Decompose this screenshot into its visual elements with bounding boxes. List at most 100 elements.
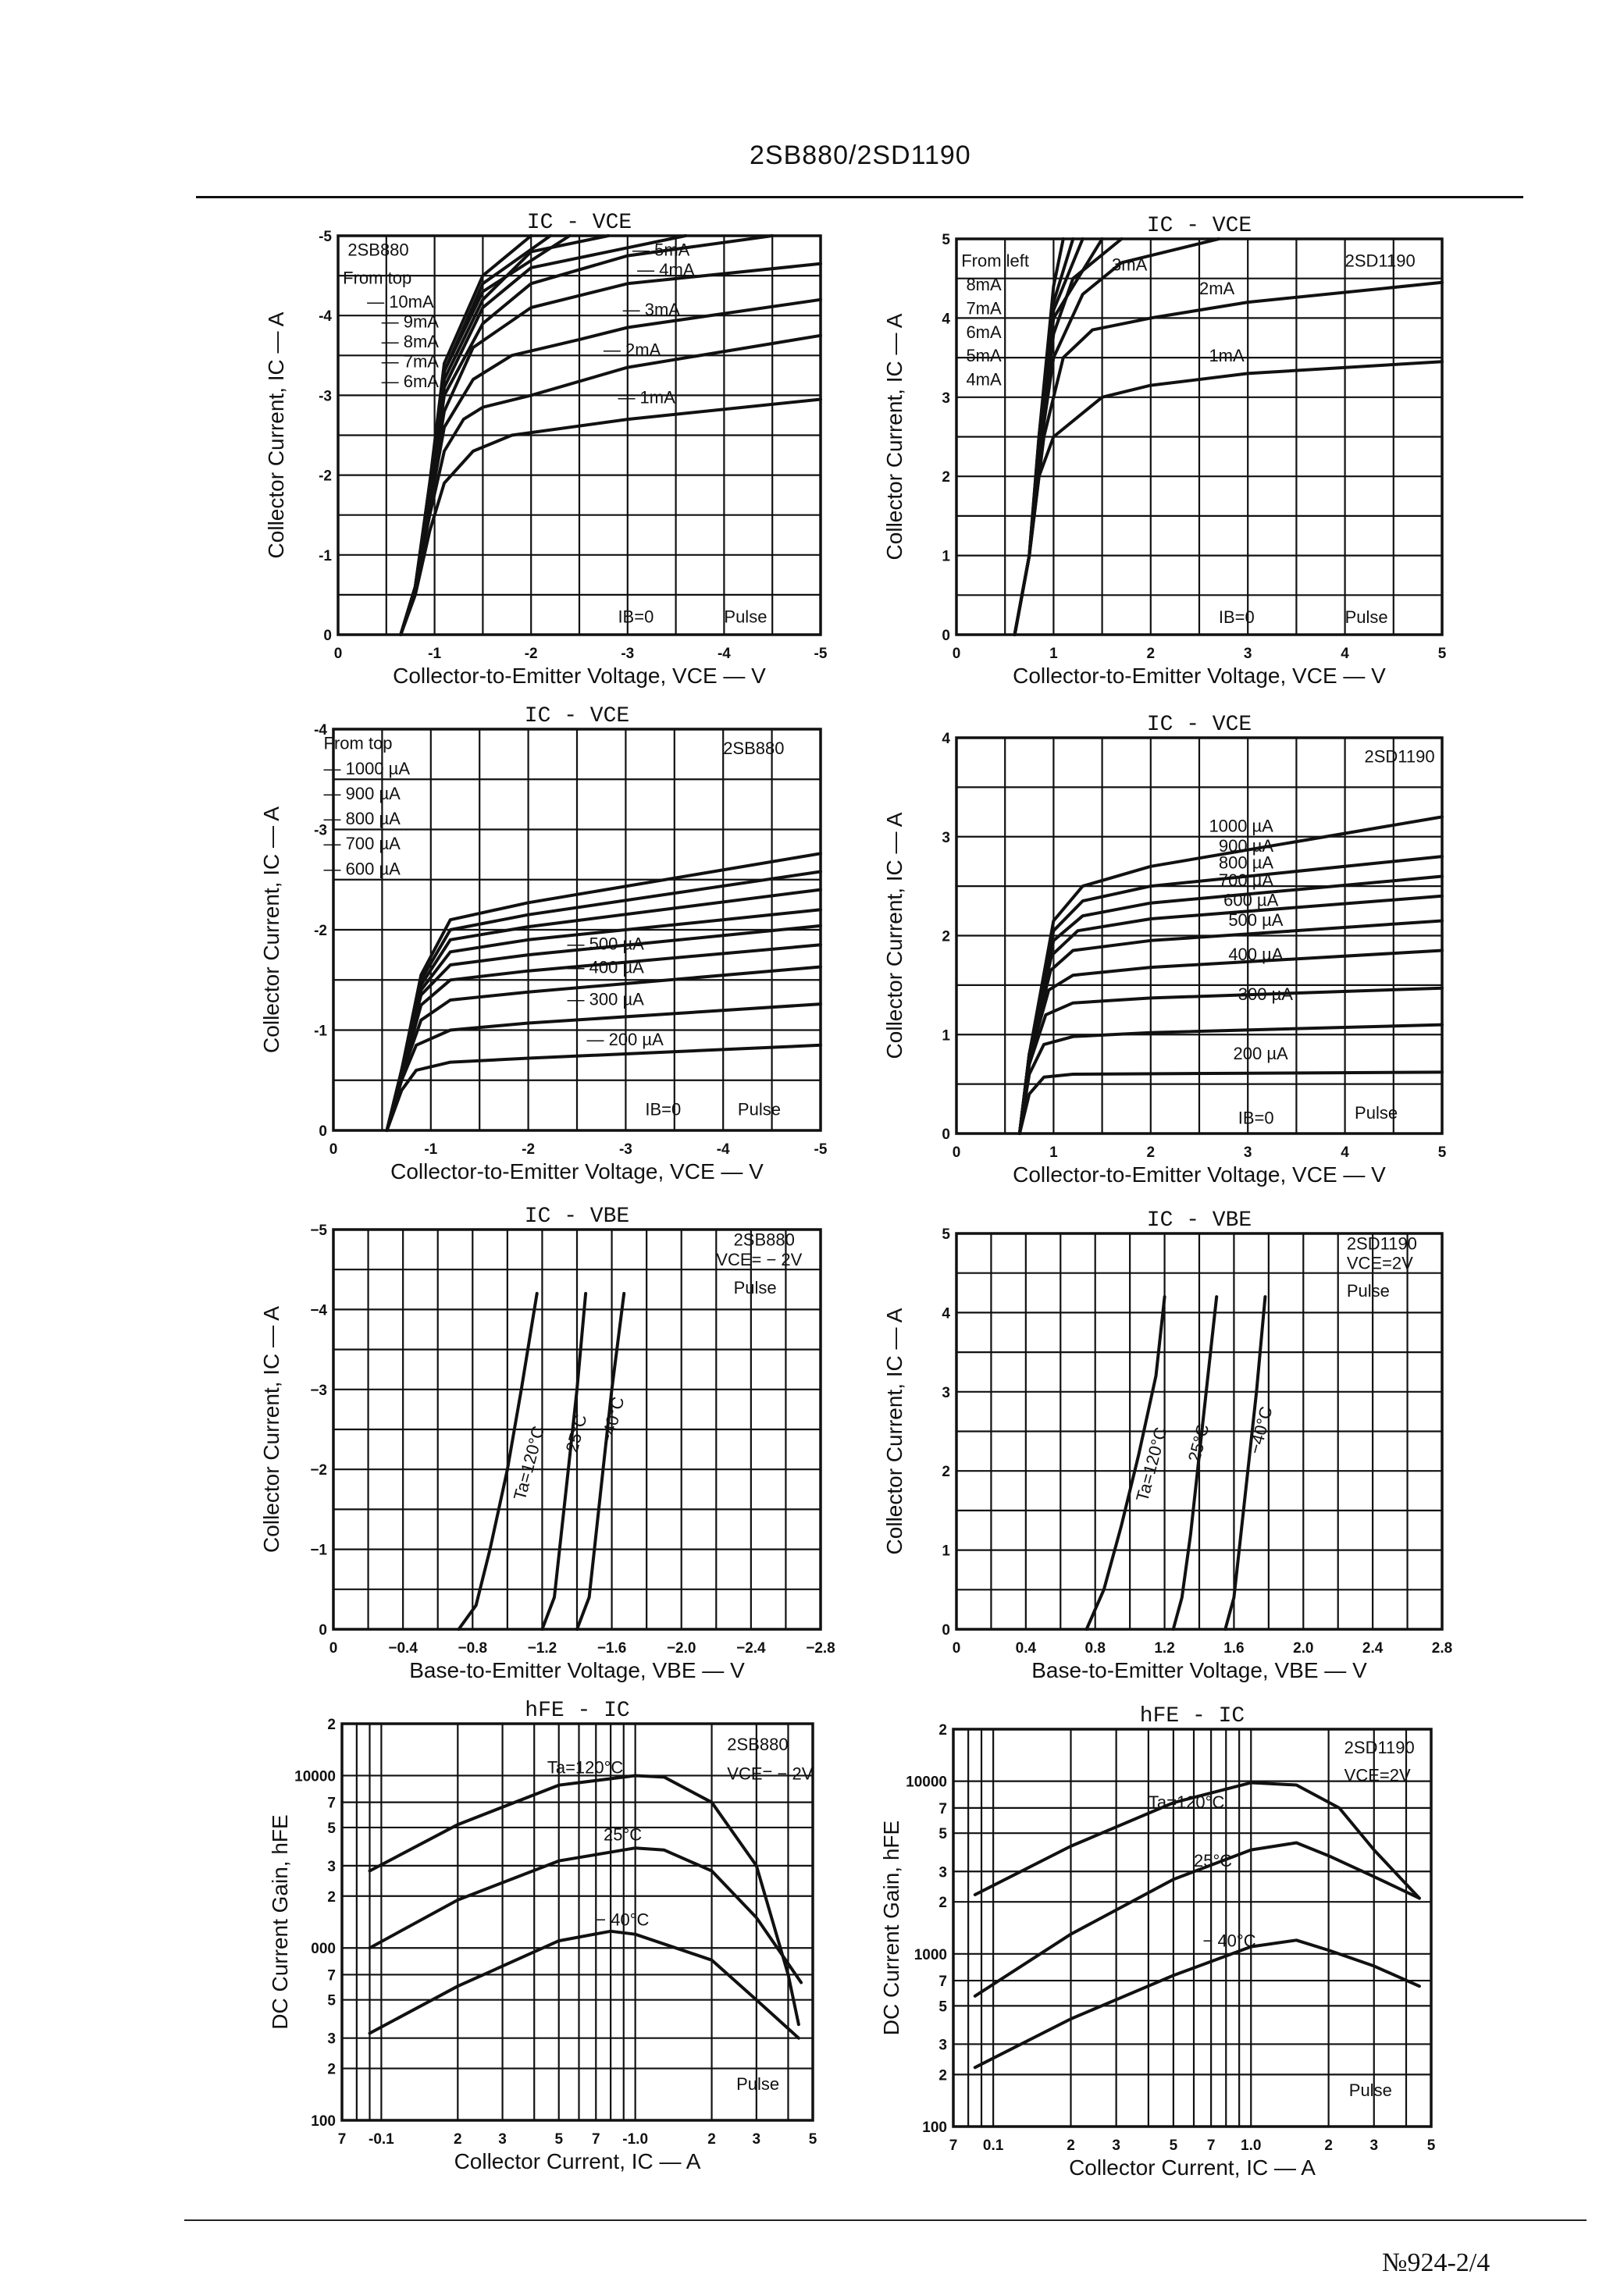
y-tick-label: -5 — [319, 229, 332, 245]
chart-annotation: — 9mA — [382, 312, 440, 332]
y-axis-label: DC Current Gain, hFE — [879, 1821, 903, 2035]
chart-annotation: VCE= − 2V — [727, 1764, 813, 1783]
x-tick-label: -4 — [718, 646, 731, 662]
y-tick-label: 1 — [942, 1027, 950, 1044]
series-curve-1 — [399, 397, 822, 636]
chart-1: 0 -1 -2 -3 -4 -5 0 -1 -2 -3 -4 -5 IC - VCE Collector-… — [264, 211, 828, 688]
x-tick-label: 2 — [1147, 1144, 1156, 1161]
x-tick-label: 2.4 — [1362, 1640, 1384, 1657]
x-tick-label: -5 — [814, 646, 828, 662]
grid — [953, 1729, 1431, 2127]
series-curve-1 — [385, 1043, 822, 1132]
y-tick-label: 2 — [938, 1895, 947, 1911]
chart-annotation: — 1000 µA — [324, 759, 411, 778]
y-tick-label: 5 — [942, 232, 950, 248]
chart-annotation: 5mA — [966, 346, 1002, 365]
x-tick-label: 3 — [1244, 646, 1252, 662]
y-tick-label: -1 — [314, 1023, 327, 1040]
x-tick-label: 3 — [753, 2131, 761, 2148]
plot-frame — [955, 736, 1444, 1135]
series-curve-9 — [385, 852, 822, 1132]
y-tick-label: 100 — [922, 2120, 947, 2136]
chart-annotation: Pulse — [1349, 2080, 1392, 2100]
y-tick-label: 1 — [942, 1543, 950, 1560]
chart-annotation: 2SB880 — [734, 1230, 795, 1249]
x-tick-label: 7 — [949, 2137, 958, 2154]
document-title: 2SB880/2SD1190 — [750, 141, 971, 170]
chart-annotation: 3mA — [1112, 255, 1148, 275]
y-tick-label: 100 — [311, 2113, 336, 2130]
y-tick-label: 2 — [327, 2062, 336, 2078]
chart-8: 7 0.1 2 3 5 7 1.0 2 3 5 100 2 3 5 7 1000 2 3 5 7 10000 2 hFE -… — [879, 1704, 1436, 2180]
grid — [956, 1233, 1442, 1629]
x-axis-label: Collector Current, IC — A — [454, 2149, 701, 2173]
x-axis-label: Base-to-Emitter Voltage, VBE — V — [1031, 1658, 1367, 1682]
x-tick-label: 5 — [1438, 646, 1447, 662]
chart-title: hFE - IC — [1140, 1704, 1245, 1728]
y-tick-label: 5 — [938, 1999, 947, 2015]
chart-annotation: 1000 µA — [1209, 816, 1273, 835]
x-tick-label: 3 — [1244, 1144, 1252, 1161]
chart-annotation: 2SB880 — [347, 240, 408, 260]
x-tick-label: 1.0 — [1241, 2137, 1261, 2154]
chart-annotation: 2SD1190 — [1345, 251, 1416, 270]
y-tick-label: 4 — [942, 1305, 950, 1322]
x-tick-label: 0.1 — [983, 2137, 1004, 2154]
chart-annotation: 600 µA — [1223, 890, 1278, 909]
chart-title: hFE - IC — [525, 1699, 629, 1723]
x-tick-label: 2 — [1067, 2137, 1075, 2154]
chart-annotation: — 200 µA — [586, 1030, 664, 1049]
plot-frame — [340, 1722, 814, 2122]
y-axis-label: Collector Current, IC — A — [264, 311, 288, 558]
chart-annotation: 2SD1190 — [1364, 747, 1434, 767]
chart-annotation: — 800 µA — [324, 809, 401, 828]
chart-annotation: 2SD1190 — [1347, 1233, 1417, 1253]
x-axis-label: Collector-to-Emitter Voltage, VCE — V — [393, 664, 766, 688]
x-tick-label: -1 — [428, 646, 441, 662]
x-tick-label: 0 — [334, 646, 343, 662]
chart-title: IC - VCE — [1147, 214, 1252, 238]
x-tick-label: 2 — [454, 2131, 462, 2148]
series-curve-7 — [385, 888, 822, 1132]
x-tick-label: 0 — [953, 1144, 961, 1161]
y-tick-label: −1 — [310, 1543, 327, 1559]
grid — [342, 1724, 813, 2120]
chart-annotation: — 4mA — [637, 260, 695, 279]
x-tick-label: 7 — [338, 2131, 347, 2148]
x-tick-label: -2 — [525, 646, 538, 662]
y-tick-label: -2 — [314, 923, 327, 939]
x-tick-label: 7 — [592, 2131, 600, 2148]
y-tick-label: -4 — [319, 308, 332, 325]
x-tick-label: 2 — [1324, 2137, 1333, 2154]
chart-annotation: VCE= − 2V — [716, 1250, 802, 1269]
y-tick-label: 10000 — [906, 1774, 947, 1791]
plot-frame — [955, 237, 1444, 636]
x-tick-label: -3 — [619, 1141, 632, 1158]
chart-title: IC - VBE — [1147, 1208, 1252, 1233]
chart-annotation: 200 µA — [1234, 1044, 1288, 1063]
y-tick-label: 0 — [319, 1622, 327, 1639]
x-tick-label: 0.4 — [1016, 1640, 1037, 1657]
chart-annotation: 2mA — [1199, 279, 1235, 298]
y-tick-label: -2 — [319, 468, 332, 485]
chart-annotation: − 40°C — [596, 1910, 649, 1929]
y-tick-label: 1 — [942, 549, 950, 565]
chart-3: 0 -1 -2 -3 -4 -5 0 -1 -2 -3 -4 IC - VCE Collector-to… — [259, 704, 828, 1183]
chart-annotation: − 40°C — [1202, 1931, 1255, 1951]
series-curve-3 — [575, 1291, 626, 1631]
series-curve-2 — [973, 1841, 1421, 1998]
y-tick-label: 1000 — [914, 1947, 947, 1963]
chart-annotation: — 3mA — [623, 300, 681, 319]
y-tick-label: 4 — [942, 311, 950, 327]
series-curve-8 — [1013, 237, 1065, 636]
chart-annotation: Pulse — [734, 1278, 777, 1297]
header-rule — [196, 196, 1523, 198]
x-tick-label: −1.2 — [528, 1640, 557, 1657]
chart-annotation: — 700 µA — [324, 834, 401, 853]
x-axis-label: Base-to-Emitter Voltage, VBE — V — [409, 1658, 745, 1682]
y-tick-label: 5 — [327, 1821, 336, 1837]
y-tick-label: 3 — [938, 1864, 947, 1881]
plot-frame — [337, 234, 822, 636]
chart-annotation: — 400 µA — [568, 957, 645, 977]
chart-annotation: IB=0 — [618, 607, 654, 627]
